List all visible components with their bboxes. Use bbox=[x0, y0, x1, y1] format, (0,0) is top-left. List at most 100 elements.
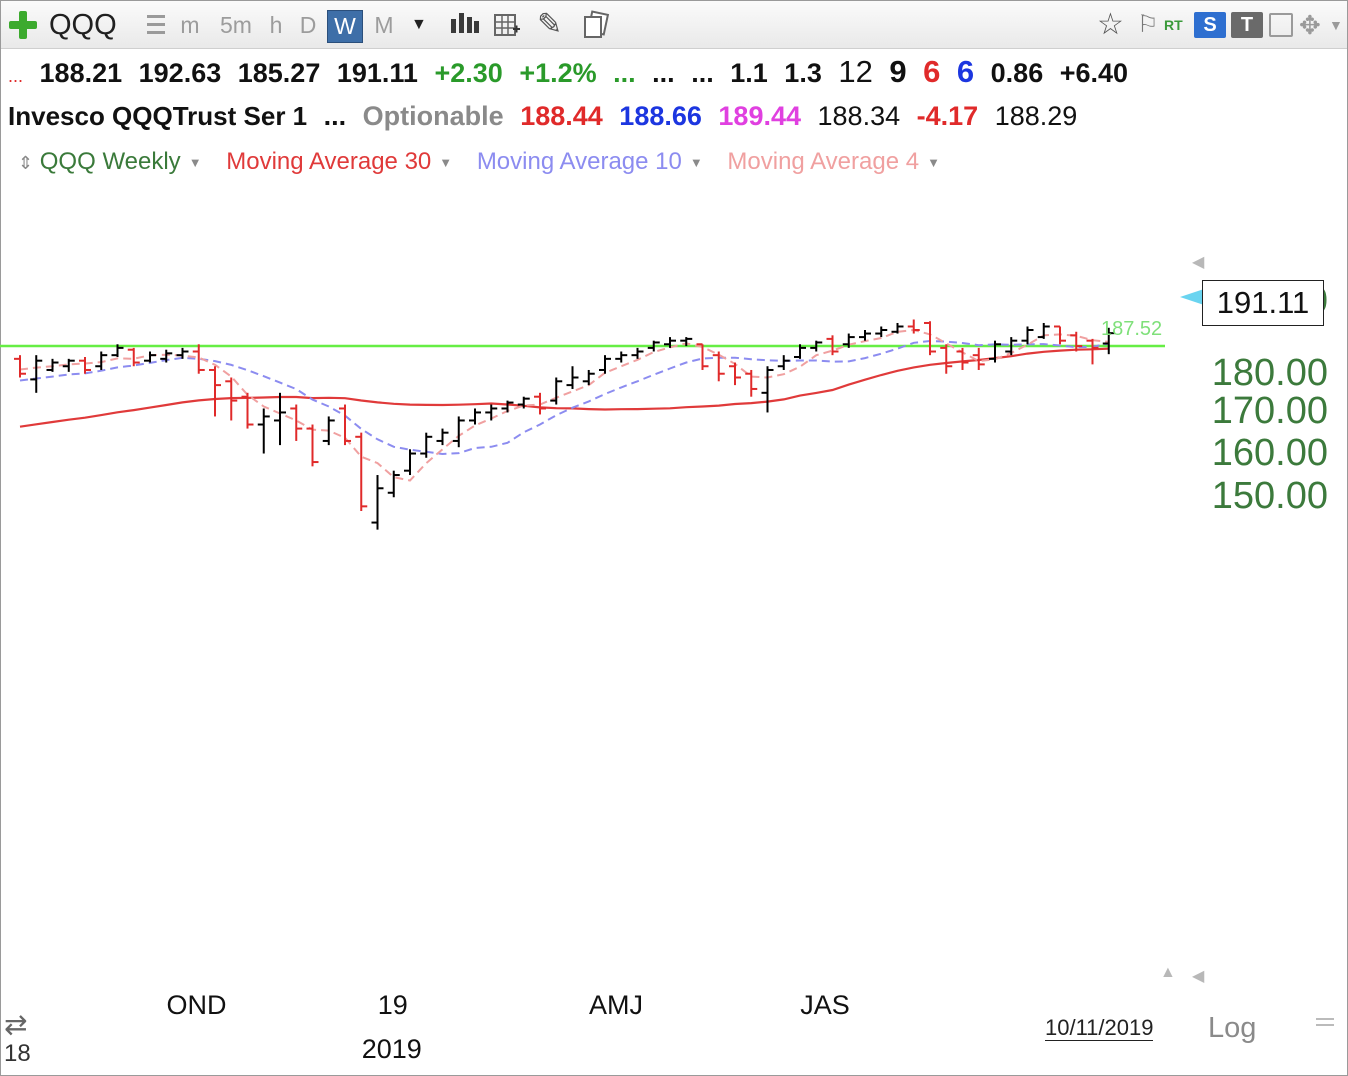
ohlc-bar[interactable] bbox=[664, 337, 676, 348]
ohlc-bar[interactable] bbox=[306, 424, 319, 467]
realtime-label[interactable]: RT bbox=[1164, 17, 1183, 33]
ohlc-bar[interactable] bbox=[940, 344, 953, 374]
ohlc-bar[interactable] bbox=[192, 344, 205, 374]
ohlc-bar[interactable] bbox=[469, 408, 481, 425]
scroll-left-icon[interactable]: ◀ bbox=[1192, 968, 1205, 985]
ohlc-bar[interactable] bbox=[729, 362, 741, 386]
ohlc-bar[interactable] bbox=[1070, 331, 1083, 352]
ohlc-bar[interactable] bbox=[46, 358, 59, 372]
ohlc-bar[interactable] bbox=[582, 369, 595, 386]
ohlc-bar[interactable] bbox=[127, 347, 140, 367]
ohlc-bar[interactable] bbox=[826, 335, 839, 356]
pencil-icon[interactable]: ✎ bbox=[537, 8, 563, 41]
pages-icon[interactable] bbox=[581, 7, 611, 43]
ohlc-bar[interactable] bbox=[209, 366, 221, 417]
ma4-line[interactable] bbox=[19, 328, 1109, 482]
plus-icon[interactable] bbox=[7, 7, 39, 43]
period-month-button[interactable]: M bbox=[374, 12, 394, 38]
grid-icon[interactable] bbox=[493, 7, 521, 43]
ohlc-bar[interactable] bbox=[989, 340, 1001, 363]
ohlc-bar[interactable] bbox=[387, 470, 400, 498]
legend-ma10-item[interactable]: Moving Average 10 ▼ bbox=[477, 148, 710, 175]
ohlc-bar[interactable] bbox=[875, 326, 888, 338]
ohlc-bar[interactable] bbox=[79, 356, 91, 374]
period-hour-button[interactable]: h bbox=[269, 12, 283, 38]
ohlc-bar[interactable] bbox=[924, 321, 936, 356]
ohlc-bar[interactable] bbox=[566, 366, 579, 389]
ohlc-bar[interactable] bbox=[404, 449, 416, 476]
ohlc-bar[interactable] bbox=[794, 344, 806, 359]
ohlc-bar[interactable] bbox=[534, 392, 546, 415]
ohlc-bar[interactable] bbox=[1054, 325, 1066, 345]
ohlc-bar[interactable] bbox=[452, 416, 465, 448]
legend-ma4-item[interactable]: Moving Average 4 ▼ bbox=[727, 148, 940, 175]
ohlc-bar[interactable] bbox=[160, 349, 173, 363]
ohlc-bar[interactable] bbox=[859, 330, 871, 341]
dropdown-icon[interactable]: ▼ bbox=[411, 16, 427, 33]
scroll-up-icon[interactable]: ▲ bbox=[1160, 964, 1176, 981]
star-icon[interactable]: ☆ bbox=[1097, 8, 1124, 41]
ohlc-bar[interactable] bbox=[14, 355, 26, 378]
ohlc-bar[interactable] bbox=[485, 404, 498, 421]
ohlc-bar[interactable] bbox=[810, 340, 823, 352]
date-label[interactable]: 10/11/2019 bbox=[1045, 1015, 1154, 1041]
ohlc-bar[interactable] bbox=[777, 355, 790, 370]
ohlc-bar[interactable] bbox=[95, 351, 108, 370]
legend-series-item[interactable]: ⇕ QQQ Weekly ▼ bbox=[18, 148, 208, 175]
ohlc-bar[interactable] bbox=[696, 343, 709, 370]
ohlc-bar[interactable] bbox=[355, 432, 368, 511]
list-icon[interactable] bbox=[143, 7, 165, 43]
t-button[interactable]: T bbox=[1231, 12, 1263, 38]
ohlc-bar[interactable] bbox=[436, 428, 449, 446]
ohlc-bar[interactable] bbox=[599, 355, 611, 374]
period-5min-button[interactable]: 5m bbox=[220, 12, 252, 38]
ohlc-bar[interactable] bbox=[1102, 327, 1115, 355]
symbol-label[interactable]: QQQ bbox=[49, 9, 117, 41]
legend-ma30-item[interactable]: Moving Average 30 ▼ bbox=[226, 148, 459, 175]
ohlc-bar[interactable] bbox=[647, 340, 660, 352]
ohlc-bar[interactable] bbox=[907, 319, 920, 334]
ohlc-bar[interactable] bbox=[972, 347, 985, 370]
ohlc-bar[interactable] bbox=[62, 358, 75, 372]
scale-toggle[interactable]: Log bbox=[1208, 1012, 1257, 1044]
ohlc-bar[interactable] bbox=[420, 432, 433, 458]
bars-icon[interactable] bbox=[449, 7, 479, 43]
ohlc-bar[interactable] bbox=[1005, 337, 1018, 356]
ohlc-bar[interactable] bbox=[1037, 322, 1050, 339]
ohlc-bar[interactable] bbox=[274, 392, 286, 446]
ohlc-bar[interactable] bbox=[1021, 326, 1034, 345]
save-icon[interactable] bbox=[1269, 13, 1293, 37]
ohlc-bar[interactable] bbox=[322, 416, 335, 446]
scroll-left-icon[interactable]: ◀ bbox=[1192, 254, 1205, 271]
s-button[interactable]: S bbox=[1194, 12, 1226, 38]
ohlc-bar[interactable] bbox=[517, 396, 530, 409]
ohlc-bar[interactable] bbox=[891, 322, 904, 334]
ohlc-bar[interactable] bbox=[1086, 338, 1099, 365]
period-minute-button[interactable]: m bbox=[180, 12, 200, 38]
ohlc-bar[interactable] bbox=[30, 355, 43, 393]
ohlc-bar[interactable] bbox=[225, 377, 238, 421]
period-week-button[interactable]: W bbox=[327, 10, 363, 43]
ohlc-bar[interactable] bbox=[144, 351, 156, 363]
ohlc-bar[interactable] bbox=[956, 347, 969, 370]
ohlc-bar[interactable] bbox=[842, 333, 855, 348]
period-day-button[interactable]: D bbox=[299, 12, 317, 38]
ohlc-bar[interactable] bbox=[712, 351, 725, 382]
move-icon[interactable]: ✥ bbox=[1299, 10, 1321, 40]
flag-icon[interactable]: ⚐ bbox=[1137, 11, 1159, 38]
ohlc-bar[interactable] bbox=[176, 347, 189, 359]
ohlc-bar[interactable] bbox=[290, 404, 303, 441]
ohlc-bar[interactable] bbox=[615, 351, 628, 363]
ohlc-bar[interactable] bbox=[745, 369, 758, 397]
ohlc-bar[interactable] bbox=[241, 392, 254, 429]
ohlc-bar[interactable] bbox=[111, 344, 124, 357]
ohlc-bar[interactable] bbox=[339, 404, 351, 446]
ohlc-bar[interactable] bbox=[631, 347, 644, 359]
swap-icon[interactable]: ⇄ bbox=[4, 1009, 28, 1040]
chevron-down-icon[interactable]: ▼ bbox=[1329, 17, 1343, 33]
ohlc-bar[interactable] bbox=[501, 400, 514, 413]
ohlc-bar[interactable] bbox=[257, 408, 270, 454]
ohlc-bar[interactable] bbox=[761, 366, 774, 413]
ohlc-bar[interactable] bbox=[680, 337, 693, 347]
